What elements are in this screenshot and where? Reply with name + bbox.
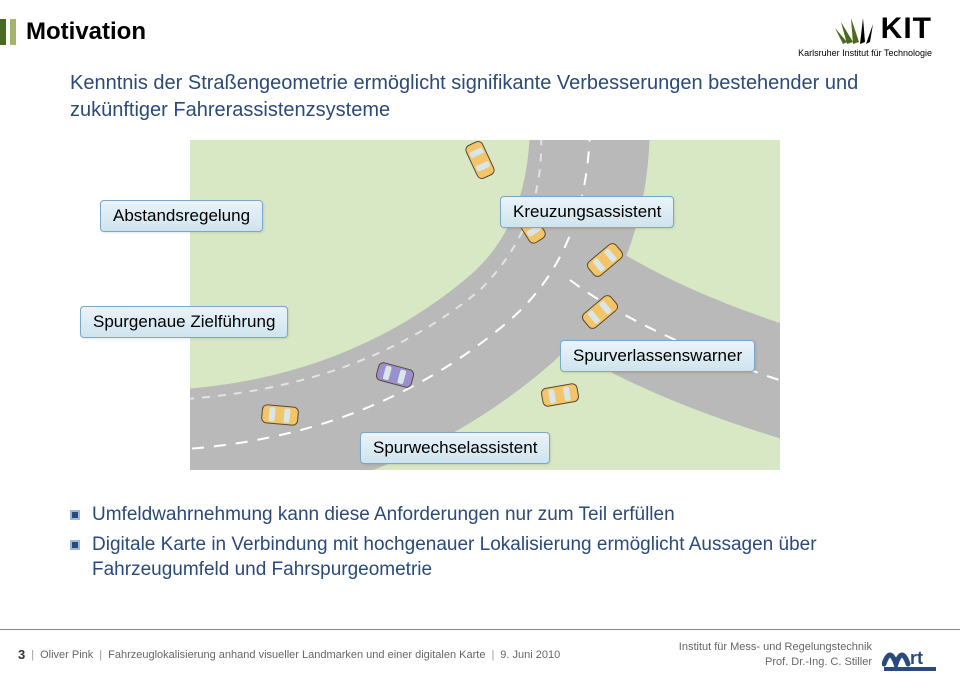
footer-left: 3 | Oliver Pink | Fahrzeuglokalisierung … <box>18 647 560 662</box>
diagram-label-abstandsregelung: Abstandsregelung <box>100 200 263 232</box>
footer-sep: | <box>99 649 102 661</box>
bullet-text: Umfeldwahrnehmung kann diese Anforderung… <box>92 502 675 528</box>
footer-institute: Institut für Mess- und Regelungstechnik … <box>679 640 872 669</box>
bullet-marker-icon <box>70 540 80 550</box>
footer-sep: | <box>31 649 34 661</box>
kit-logo: KIT Karlsruher Institut für Technologie <box>798 12 932 58</box>
road-diagram <box>190 140 780 470</box>
bullet-item: Digitale Karte in Verbindung mit hochgen… <box>70 532 900 583</box>
diagram-label-spurverlassenswarner: Spurverlassenswarner <box>560 340 755 372</box>
footer-author: Oliver Pink <box>40 649 93 661</box>
page-number: 3 <box>18 647 25 662</box>
car-icon <box>464 140 496 180</box>
bullet-list: Umfeldwahrnehmung kann diese Anforderung… <box>70 502 900 587</box>
bullet-marker-icon <box>70 510 80 520</box>
car-icon <box>541 383 580 407</box>
footer: 3 | Oliver Pink | Fahrzeuglokalisierung … <box>0 629 960 679</box>
bullet-text: Digitale Karte in Verbindung mit hochgen… <box>92 532 900 583</box>
car-icon <box>261 404 298 425</box>
footer-date: 9. Juni 2010 <box>500 649 560 661</box>
diagram-label-spurwechselassistent: Spurwechselassistent <box>360 432 550 464</box>
intro-text: Kenntnis der Straßengeometrie ermöglicht… <box>70 70 890 124</box>
title-accent-1 <box>0 19 6 45</box>
mrt-text: rt <box>910 648 923 668</box>
mrt-logo: rt <box>882 638 942 672</box>
institute-line1: Institut für Mess- und Regelungstechnik <box>679 640 872 654</box>
road-main <box>190 140 590 450</box>
kit-wordmark: KIT <box>881 12 932 46</box>
footer-sep: | <box>491 649 494 661</box>
page-title: Motivation <box>26 18 146 46</box>
diagram-label-kreuzungsassistent: Kreuzungsassistent <box>500 196 674 228</box>
road-branch <box>550 270 780 390</box>
title-bar: Motivation <box>0 18 146 46</box>
title-accent-2 <box>10 19 16 45</box>
kit-fan-icon <box>835 16 875 46</box>
footer-talk: Fahrzeuglokalisierung anhand visueller L… <box>108 649 485 661</box>
diagram-label-spurgenaue: Spurgenaue Zielführung <box>80 306 288 338</box>
institute-line2: Prof. Dr.-Ing. C. Stiller <box>679 655 872 669</box>
bullet-item: Umfeldwahrnehmung kann diese Anforderung… <box>70 502 900 528</box>
kit-tagline: Karlsruher Institut für Technologie <box>798 48 932 58</box>
footer-right: Institut für Mess- und Regelungstechnik … <box>679 638 942 672</box>
road-svg <box>190 140 780 470</box>
